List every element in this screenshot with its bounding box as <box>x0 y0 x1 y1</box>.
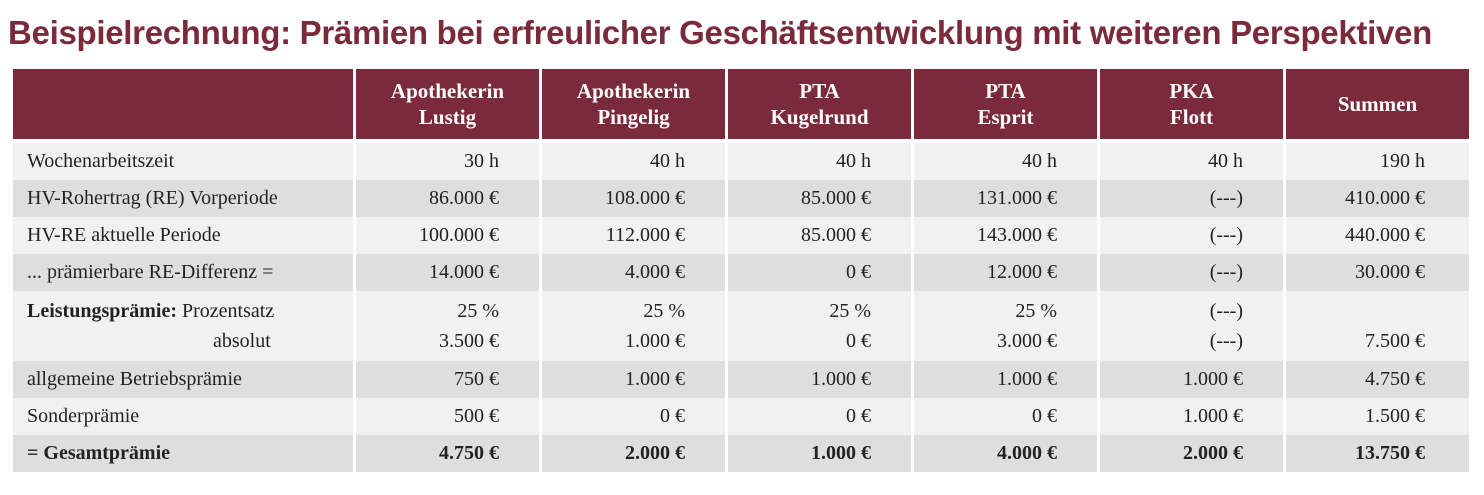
absolut-label: absolut <box>213 330 271 352</box>
cell: 13.750 € <box>1286 435 1469 472</box>
cell: 40 h <box>914 143 1097 180</box>
cell: (---) <box>1100 180 1283 217</box>
cell: 500 € <box>356 398 539 435</box>
cell: 40 h <box>542 143 725 180</box>
row-label: ... prämierbare RE-Differenz = <box>13 254 353 291</box>
cell: 0 € <box>542 398 725 435</box>
cell: 2.000 € <box>542 435 725 472</box>
header-esprit: PTA Esprit <box>914 69 1097 139</box>
row-label: HV-RE aktuelle Periode <box>13 217 353 254</box>
leistungspraemie-label: Leistungsprämie: <box>27 300 177 322</box>
cell: 7.500 € <box>1286 291 1469 361</box>
cell: 1.000 € <box>542 361 725 398</box>
cell: 112.000 € <box>542 217 725 254</box>
cell: 440.000 € <box>1286 217 1469 254</box>
header-pingelig: Apothekerin Pingelig <box>542 69 725 139</box>
row-label: allgemeine Betriebsprämie <box>13 361 353 398</box>
cell: 410.000 € <box>1286 180 1469 217</box>
cell: 85.000 € <box>728 217 911 254</box>
cell: 1.000 € <box>728 435 911 472</box>
header-row: Apothekerin Lustig Apothekerin Pingelig PT… <box>13 69 1469 139</box>
cell: 0 € <box>728 254 911 291</box>
cell: 30 h <box>356 143 539 180</box>
prozentsatz-label: Prozentsatz <box>182 300 275 322</box>
cell: 4.000 € <box>542 254 725 291</box>
row-wochenarbeitszeit: Wochenarbeitszeit 30 h 40 h 40 h 40 h 40… <box>13 143 1469 180</box>
cell: 4.750 € <box>1286 361 1469 398</box>
cell: 131.000 € <box>914 180 1097 217</box>
cell: 4.750 € <box>356 435 539 472</box>
cell: (---) (---) <box>1100 291 1283 361</box>
row-sonderpraemie: Sonderprämie 500 € 0 € 0 € 0 € 1.000 € 1… <box>13 398 1469 435</box>
cell: 1.000 € <box>728 361 911 398</box>
cell: 750 € <box>356 361 539 398</box>
cell: 100.000 € <box>356 217 539 254</box>
row-betriebspraemie: allgemeine Betriebsprämie 750 € 1.000 € … <box>13 361 1469 398</box>
cell: 143.000 € <box>914 217 1097 254</box>
cell: 1.000 € <box>1100 398 1283 435</box>
header-empty <box>13 69 353 139</box>
page-title: Beispielrechnung: Prämien bei erfreulich… <box>8 14 1432 51</box>
row-label: Wochenarbeitszeit <box>13 143 353 180</box>
cell: (---) <box>1100 217 1283 254</box>
cell: 86.000 € <box>356 180 539 217</box>
row-rohertrag-vorperiode: HV-Rohertrag (RE) Vorperiode 86.000 € 10… <box>13 180 1469 217</box>
cell: 25 % 3.500 € <box>356 291 539 361</box>
cell: 1.000 € <box>1100 361 1283 398</box>
cell: 40 h <box>1100 143 1283 180</box>
cell: 12.000 € <box>914 254 1097 291</box>
row-label: = Gesamtprämie <box>13 435 353 472</box>
cell: 1.000 € <box>914 361 1097 398</box>
cell: 30.000 € <box>1286 254 1469 291</box>
bonus-table: Apothekerin Lustig Apothekerin Pingelig PT… <box>10 69 1472 472</box>
row-re-differenz: ... prämierbare RE-Differenz = 14.000 € … <box>13 254 1469 291</box>
cell: 40 h <box>728 143 911 180</box>
row-leistungspraemie: Leistungsprämie: Prozentsatz absolut 25 … <box>13 291 1469 361</box>
cell: 2.000 € <box>1100 435 1283 472</box>
header-flott: PKA Flott <box>1100 69 1283 139</box>
cell: 25 % 3.000 € <box>914 291 1097 361</box>
header-summen: Summen <box>1286 69 1469 139</box>
header-kugelrund: PTA Kugelrund <box>728 69 911 139</box>
row-label: Leistungsprämie: Prozentsatz absolut <box>13 291 353 361</box>
cell: 0 € <box>914 398 1097 435</box>
cell: 1.500 € <box>1286 398 1469 435</box>
header-lustig: Apothekerin Lustig <box>356 69 539 139</box>
cell: 25 % 0 € <box>728 291 911 361</box>
cell: 108.000 € <box>542 180 725 217</box>
cell: 190 h <box>1286 143 1469 180</box>
row-label: Sonderprämie <box>13 398 353 435</box>
cell: 4.000 € <box>914 435 1097 472</box>
cell: (---) <box>1100 254 1283 291</box>
row-re-aktuell: HV-RE aktuelle Periode 100.000 € 112.000… <box>13 217 1469 254</box>
cell: 14.000 € <box>356 254 539 291</box>
row-gesamtpraemie: = Gesamtprämie 4.750 € 2.000 € 1.000 € 4… <box>13 435 1469 472</box>
row-label: HV-Rohertrag (RE) Vorperiode <box>13 180 353 217</box>
cell: 25 % 1.000 € <box>542 291 725 361</box>
cell: 85.000 € <box>728 180 911 217</box>
cell: 0 € <box>728 398 911 435</box>
